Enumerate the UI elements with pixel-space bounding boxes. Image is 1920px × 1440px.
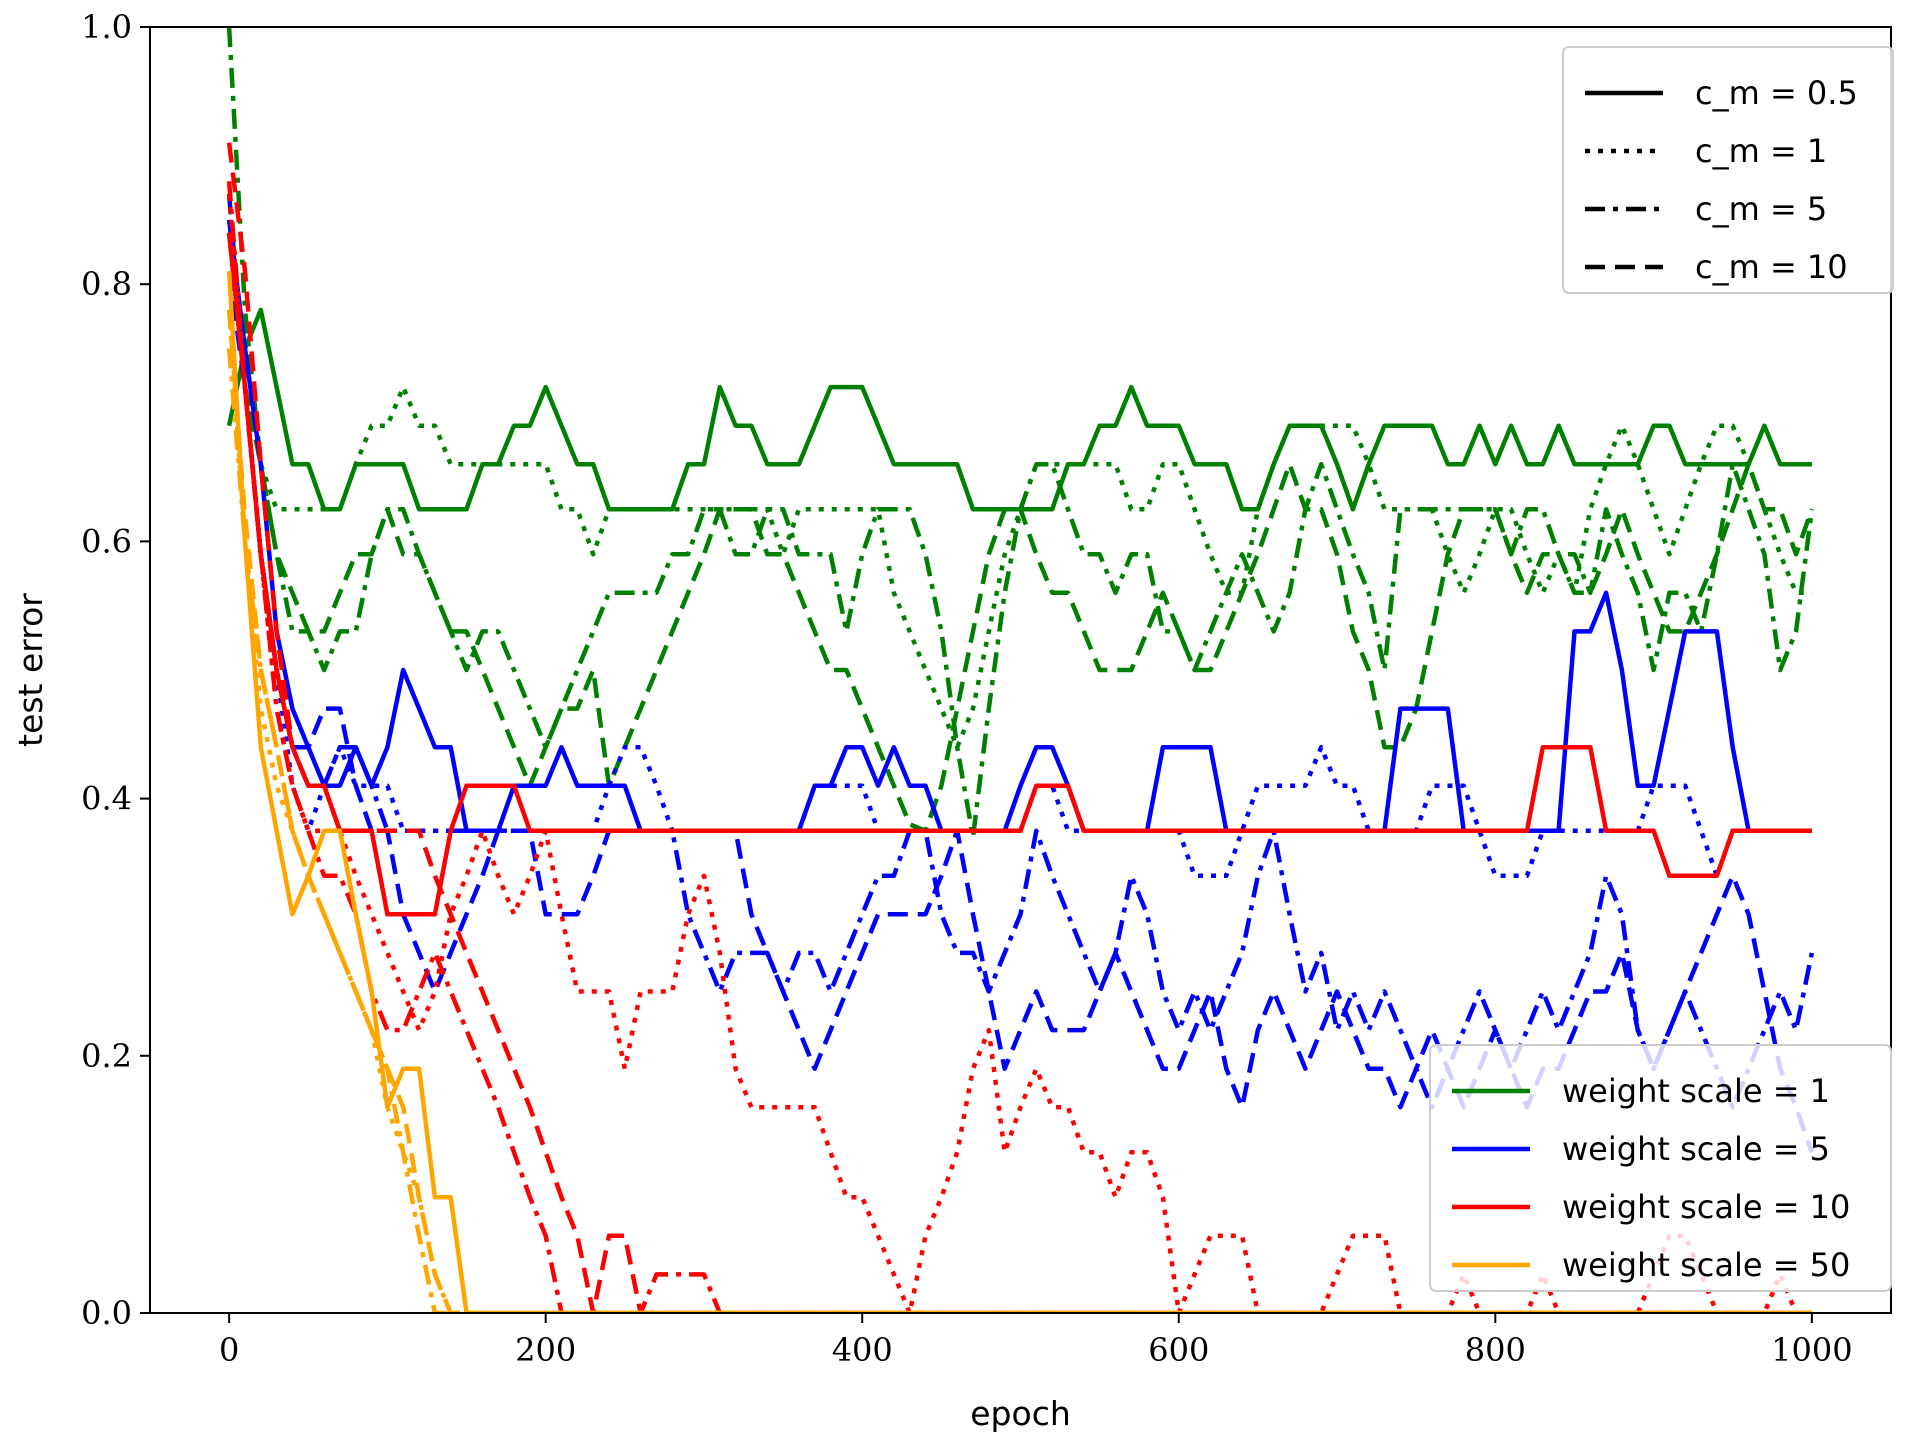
x-tick-label: 600 — [1148, 1331, 1209, 1369]
ticks-layer: 0 200 400 600 800 1000 0.0 0.2 0.4 0.6 0.8 1.0 — [81, 8, 1852, 1369]
legend-label: weight scale = 1 — [1562, 1072, 1830, 1110]
y-tick-label: 0.8 — [81, 265, 132, 303]
legend-label: c_m = 5 — [1695, 190, 1827, 228]
series-line-4 — [226, 219, 1812, 834]
legend-label: c_m = 10 — [1695, 248, 1848, 286]
legend-box — [1429, 1044, 1892, 1292]
y-axis-label: test error — [11, 593, 50, 747]
legend-label: weight scale = 10 — [1562, 1188, 1850, 1226]
series-line-6 — [226, 194, 1815, 1110]
x-tick-label: 1000 — [1771, 1331, 1852, 1369]
legend-label: weight scale = 5 — [1562, 1130, 1830, 1168]
series-line-8 — [226, 232, 1812, 917]
series-line-15 — [226, 309, 1812, 1313]
x-tick-label: 400 — [832, 1331, 893, 1369]
series-line-3 — [226, 232, 1815, 834]
legend-label: c_m = 1 — [1695, 132, 1827, 170]
y-tick-label: 0.0 — [81, 1294, 132, 1332]
legend-label: c_m = 0.5 — [1695, 74, 1858, 112]
series-line-0 — [226, 307, 1812, 512]
x-tick-label: 0 — [219, 1331, 239, 1369]
series-layer — [226, 27, 1815, 1313]
series-line-7 — [226, 270, 1815, 1154]
x-axis-label: epoch — [970, 1394, 1071, 1433]
x-tick-label: 800 — [1465, 1331, 1526, 1369]
legend-label: weight scale = 50 — [1562, 1246, 1850, 1284]
y-tick-label: 0.6 — [81, 522, 132, 560]
series-line-12 — [226, 271, 1812, 1313]
series-line-9 — [226, 194, 1812, 1313]
y-tick-label: 0.4 — [81, 780, 132, 818]
color-legend: weight scale = 1 weight scale = 5 weight s… — [1429, 1044, 1892, 1292]
legend-box — [1562, 46, 1894, 294]
linestyle-legend: c_m = 0.5 c_m = 1 c_m = 5 c_m = 10 — [1562, 46, 1894, 294]
y-tick-label: 0.2 — [81, 1037, 132, 1075]
plot-frame — [149, 26, 1892, 1314]
y-tick-label: 1.0 — [81, 8, 132, 46]
series-line-5 — [226, 232, 1812, 879]
x-tick-label: 200 — [515, 1331, 576, 1369]
series-line-11 — [226, 142, 1812, 1313]
